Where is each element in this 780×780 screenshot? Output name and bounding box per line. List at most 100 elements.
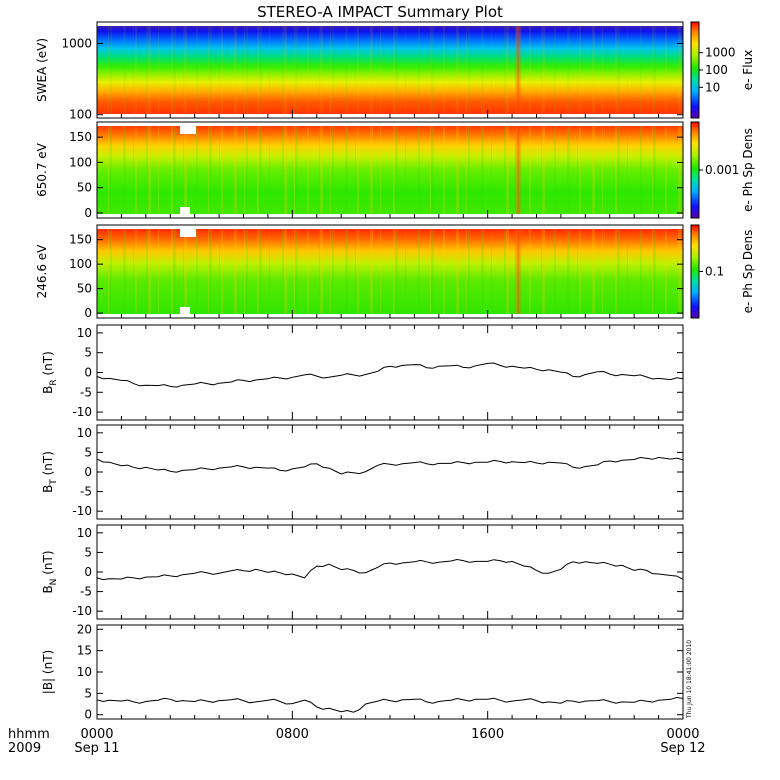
spectrogram-streak [617, 229, 620, 314]
y-tick-label: 150 [69, 233, 92, 247]
spectrogram-streak [567, 229, 570, 314]
spectrogram-streak [431, 126, 434, 214]
spectrogram-streak [506, 229, 509, 314]
spectrogram-streak [529, 26, 531, 114]
y-tick-label: 10 [77, 665, 92, 679]
spectrogram-streak [171, 229, 173, 314]
spectrogram-streak [184, 26, 187, 114]
spectrogram-streak [468, 26, 470, 114]
series-line [96, 362, 684, 388]
spectrogram-streak [504, 26, 506, 114]
spectrogram-streak [259, 126, 262, 214]
spectrogram-streak [592, 26, 595, 114]
y-tick-label: -5 [80, 385, 92, 399]
spectrogram-streak [504, 126, 506, 214]
spectrogram-streak [481, 26, 484, 114]
spectrogram-streak [418, 229, 420, 314]
spectrogram-streak [209, 229, 212, 314]
spectrogram-streak [320, 126, 323, 214]
line-panel-4: 20 15 10 5 0 |B| (nT) [41, 622, 684, 722]
spectrogram-streak [665, 126, 667, 214]
spectrogram-streak [443, 126, 445, 214]
spectrogram-streak [468, 126, 470, 214]
series-line [96, 696, 684, 713]
spectrogram-streak [541, 126, 542, 214]
spectrogram-streak [653, 229, 656, 314]
spectrogram-streak [481, 229, 484, 314]
spectrogram-streak [393, 126, 395, 214]
x-corner-label-top: hhmm [8, 727, 50, 742]
spectrogram-streak [320, 229, 323, 314]
spectrogram-streak [395, 229, 398, 314]
spectrogram-streak [135, 229, 137, 314]
spectrogram-streak [541, 229, 542, 314]
spectrogram-streak [430, 229, 431, 314]
spectrogram-streak [146, 26, 148, 114]
timestamp: Thu Jun 10 18:41:00 2010 [686, 640, 693, 719]
y-axis-label: 246.6 eV [35, 244, 49, 299]
series-line [96, 558, 684, 581]
spectrogram-streak [430, 26, 431, 114]
spectrogram-streak [257, 229, 259, 314]
spectrogram-streak [615, 229, 617, 314]
x-tick-label: 0000 [666, 727, 699, 742]
spectrogram-streak [135, 126, 137, 214]
spectrogram-streak [653, 26, 656, 114]
y-tick-label: 5 [84, 445, 92, 459]
spectrogram-streak [108, 126, 109, 214]
spectrogram-streak [282, 126, 284, 214]
y-tick-label: 100 [69, 155, 92, 169]
spectrogram-streak [345, 229, 348, 314]
spectrogram-streak [418, 26, 420, 114]
spectrogram-streak [158, 229, 159, 314]
spectrogram-streak [234, 26, 237, 114]
spectrogram-streak [158, 126, 159, 214]
spectrogram-streak [295, 126, 298, 214]
spectrogram-streak [184, 126, 187, 214]
spectrogram-streak [295, 229, 298, 314]
spectrogram-streak [284, 126, 287, 214]
spectrogram-streak [209, 26, 212, 114]
y-tick-label: 0 [84, 465, 92, 479]
spectrogram-streak [244, 126, 245, 214]
spectrogram-image-2 [97, 126, 683, 214]
y-tick-label: 0 [84, 306, 92, 320]
spectrogram-streak [652, 26, 653, 114]
y-axis-label: BR (nT) [41, 351, 59, 394]
spectrogram-streak [110, 26, 112, 114]
spectrogram-streak [208, 26, 209, 114]
data-gap [180, 126, 197, 134]
spectrogram-streak [554, 126, 556, 214]
spectrogram-streak [294, 126, 295, 214]
spectrogram-streak [246, 229, 248, 314]
y-axis-label: SWEA (eV) [35, 38, 49, 102]
spectrogram-streak [219, 26, 220, 114]
spectrogram-streak [319, 26, 320, 114]
spectrogram-streak [171, 26, 173, 114]
spectrogram-streak [183, 229, 184, 314]
spectrogram-streak [108, 26, 109, 114]
colorbar [690, 224, 700, 319]
spectrogram-streak [491, 26, 492, 114]
spectrogram-streak [370, 26, 373, 114]
spectrogram-streak [234, 229, 237, 314]
colorbar-tick-label: 0.1 [705, 265, 724, 279]
x-tick-sublabel: Sep 11 [74, 741, 119, 756]
spectrogram-streak [123, 126, 126, 214]
spectrogram-streak [468, 229, 470, 314]
event-streak [514, 229, 523, 314]
line-panel-2: 10 5 0 -5 -10 BT (nT) [41, 424, 684, 520]
spectrogram-streak [246, 126, 248, 214]
spectrogram-streak [208, 229, 209, 314]
y-axis-label: BT (nT) [41, 451, 59, 493]
spectrogram-streak [567, 26, 570, 114]
spectrogram-image-1 [97, 26, 683, 114]
event-streak [514, 26, 523, 114]
spectrogram-streak [592, 229, 595, 314]
spectrogram-streak [678, 26, 681, 114]
spectrogram-streak [506, 26, 509, 114]
y-tick-label: 100 [69, 108, 92, 122]
y-tick-label: 150 [69, 130, 92, 144]
